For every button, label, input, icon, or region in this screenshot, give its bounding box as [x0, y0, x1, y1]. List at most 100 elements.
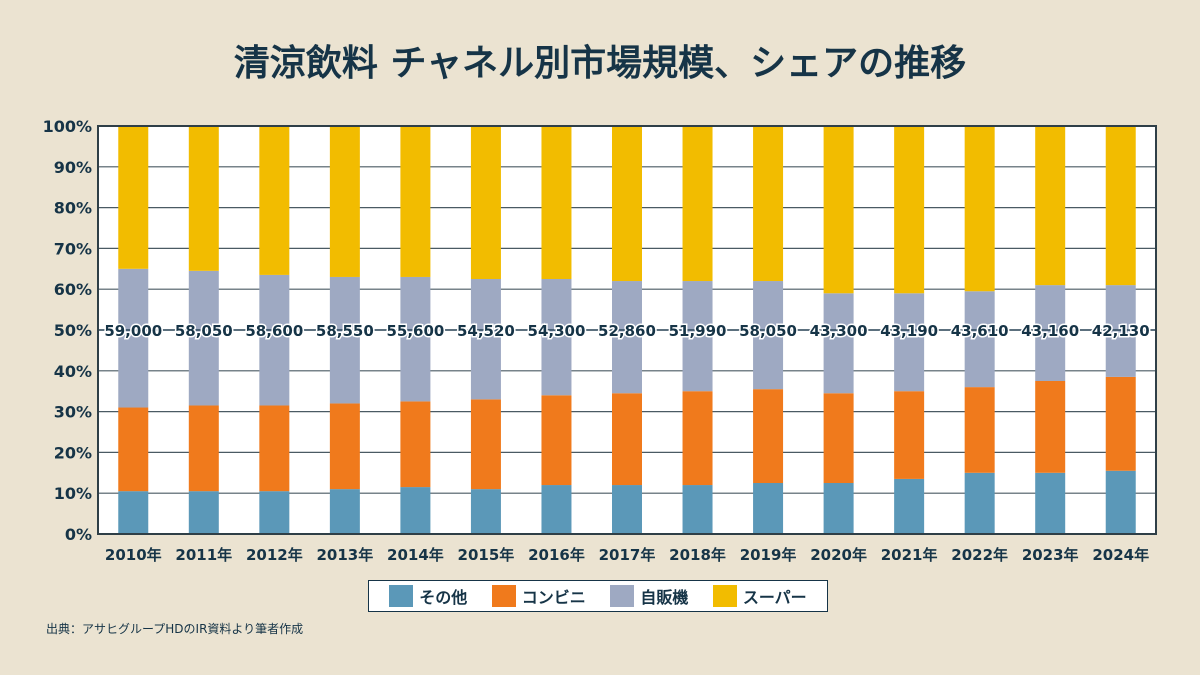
- legend-label-vending: 自販機: [640, 588, 689, 607]
- bar-segment-other: [118, 491, 149, 534]
- bar-segment-supermarket: [118, 126, 149, 269]
- x-tick-label: 2010年: [105, 546, 162, 564]
- market-size-label: 54,520: [457, 322, 515, 340]
- market-size-label: 54,300: [528, 322, 586, 340]
- bar-segment-vending: [964, 291, 995, 388]
- market-size-label: 52,860: [598, 322, 656, 340]
- market-size-label: 43,300: [810, 322, 868, 340]
- bar-segment-convenience: [400, 401, 431, 488]
- x-tick-label: 2014年: [387, 546, 444, 564]
- x-tick-label: 2012年: [246, 546, 303, 564]
- bar-segment-convenience: [823, 393, 854, 483]
- bar-segment-vending: [823, 293, 854, 394]
- bar-segment-supermarket: [964, 126, 995, 292]
- bar-segment-supermarket: [753, 126, 784, 282]
- market-size-label: 59,000: [104, 322, 162, 340]
- legend-label-other: その他: [419, 588, 468, 607]
- bar-segment-vending: [329, 276, 360, 404]
- chart-title: 清涼飲料 チャネル別市場規模、シェアの推移: [233, 43, 967, 84]
- bar-segment-supermarket: [1105, 126, 1136, 286]
- x-tick-label: 2023年: [1022, 546, 1079, 564]
- bar-segment-convenience: [964, 387, 995, 473]
- bar-segment-supermarket: [823, 126, 854, 294]
- x-tick-label: 2017年: [599, 546, 656, 564]
- bar-segment-other: [259, 491, 290, 534]
- x-tick-label: 2018年: [669, 546, 726, 564]
- bar-segment-convenience: [470, 399, 501, 490]
- bar-segment-convenience: [612, 393, 642, 486]
- bar-segment-convenience: [1035, 381, 1066, 473]
- bar-segment-other: [470, 489, 501, 534]
- legend: その他 コンビニ 自販機 スーパー: [368, 580, 828, 612]
- legend-label-convenience: コンビニ: [521, 588, 586, 607]
- bar-segment-vending: [541, 279, 572, 396]
- bar-segment-supermarket: [612, 126, 642, 282]
- y-tick-label: 70%: [54, 239, 92, 258]
- bar-segment-convenience: [188, 405, 219, 492]
- y-tick-label: 30%: [54, 403, 92, 422]
- bar-segment-other: [541, 485, 572, 534]
- y-tick-label: 60%: [54, 280, 92, 299]
- market-size-label: 43,190: [880, 322, 938, 340]
- bar-segment-other: [964, 472, 995, 534]
- y-tick-label: 50%: [54, 321, 92, 340]
- market-size-label: 43,160: [1021, 322, 1079, 340]
- bar-segment-supermarket: [682, 126, 713, 282]
- market-size-label: 43,610: [951, 322, 1009, 340]
- x-tick-label: 2022年: [951, 546, 1008, 564]
- bar-segment-other: [682, 485, 713, 534]
- legend-item-vending: 自販機: [610, 584, 688, 608]
- bar-segment-vending: [259, 274, 290, 406]
- bar-segment-convenience: [682, 391, 713, 486]
- x-tick-label: 2016年: [528, 546, 585, 564]
- bar-segment-vending: [400, 276, 431, 402]
- source-note: 出典：アサヒグループHDのIR資料より筆者作成: [46, 622, 304, 636]
- bar-segment-supermarket: [188, 126, 219, 271]
- y-tick-label: 0%: [65, 525, 92, 544]
- y-tick-label: 80%: [54, 199, 92, 218]
- bar-segment-vending: [894, 293, 925, 392]
- market-size-label: 58,050: [175, 322, 233, 340]
- legend-swatch-convenience: [491, 585, 516, 607]
- x-tick-label: 2019年: [740, 546, 797, 564]
- bar-segment-other: [1035, 472, 1066, 534]
- bar-segment-vending: [753, 281, 784, 390]
- bar-segment-convenience: [118, 407, 149, 492]
- market-size-label: 51,990: [669, 322, 727, 340]
- bar-segment-other: [612, 485, 642, 534]
- x-tick-label: 2015年: [458, 546, 515, 564]
- legend-item-convenience: コンビニ: [491, 584, 586, 608]
- bar-segment-other: [1105, 470, 1136, 534]
- bar-segment-supermarket: [470, 126, 501, 279]
- bar-segment-convenience: [753, 389, 784, 483]
- x-tick-label: 2021年: [881, 546, 938, 564]
- bar-segment-supermarket: [1035, 126, 1066, 286]
- x-tick-label: 2013年: [316, 546, 373, 564]
- legend-item-supermarket: スーパー: [712, 584, 807, 608]
- legend-swatch-vending: [610, 585, 635, 607]
- market-size-label: 58,600: [245, 322, 303, 340]
- bar-segment-supermarket: [541, 126, 572, 279]
- bar-segment-convenience: [259, 405, 290, 492]
- bar-segment-convenience: [894, 391, 925, 479]
- legend-swatch-supermarket: [712, 585, 737, 607]
- y-tick-label: 20%: [54, 443, 92, 462]
- bar-segment-convenience: [329, 403, 360, 490]
- x-tick-label: 2024年: [1092, 546, 1149, 564]
- legend-label-supermarket: スーパー: [742, 588, 807, 607]
- market-size-label: 55,600: [386, 322, 444, 340]
- bar-segment-vending: [470, 279, 501, 400]
- legend-swatch-other: [389, 585, 414, 607]
- y-tick-label: 40%: [54, 362, 92, 381]
- bar-segment-supermarket: [400, 126, 431, 277]
- plot-frame: [97, 125, 1157, 535]
- y-tick-label: 100%: [43, 117, 92, 136]
- market-size-label: 58,050: [739, 322, 797, 340]
- x-tick-label: 2011年: [175, 546, 232, 564]
- bar-segment-convenience: [541, 395, 572, 486]
- y-tick-label: 90%: [54, 158, 92, 177]
- bar-segment-other: [329, 489, 360, 534]
- market-size-label: 58,550: [316, 322, 374, 340]
- bar-segment-other: [894, 478, 925, 534]
